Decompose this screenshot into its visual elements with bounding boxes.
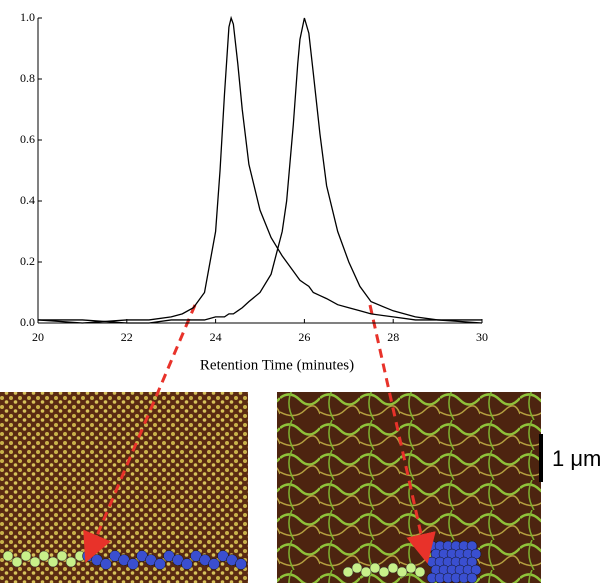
x-tick-label: 20	[32, 330, 44, 344]
polymer-chains	[2, 540, 482, 583]
bead	[127, 558, 139, 570]
bead	[181, 558, 193, 570]
bead	[235, 558, 247, 570]
bead	[387, 562, 399, 574]
bead	[208, 558, 220, 570]
bead	[378, 566, 390, 578]
bead	[47, 556, 59, 568]
x-axis-label: Retention Time (minutes)	[200, 357, 354, 373]
bead	[414, 566, 426, 578]
y-tick-label: 0.8	[20, 71, 35, 85]
x-tick-label: 28	[387, 330, 399, 344]
bead	[29, 556, 41, 568]
y-tick-label: 1.0	[20, 10, 35, 24]
x-tick-label: 24	[210, 330, 222, 344]
bead	[20, 550, 32, 562]
bead	[351, 562, 363, 574]
x-tick-label: 22	[121, 330, 133, 344]
series-line	[38, 17, 482, 324]
y-tick-label: 0.2	[20, 254, 35, 268]
bead	[56, 550, 68, 562]
bead	[405, 562, 417, 574]
bead	[2, 550, 14, 562]
y-tick-label: 0.6	[20, 132, 35, 146]
bead	[11, 556, 23, 568]
afm-image-right	[277, 392, 541, 583]
bead	[369, 562, 381, 574]
series-line	[37, 15, 483, 324]
bead	[396, 566, 408, 578]
bead	[360, 566, 372, 578]
y-tick-label: 0.4	[20, 193, 35, 207]
bead	[38, 550, 50, 562]
afm-image-left	[0, 392, 248, 583]
arrow	[368, 304, 436, 564]
bead	[100, 558, 112, 570]
scale-bar-label: 1 μm	[552, 446, 601, 471]
bead	[342, 566, 354, 578]
x-tick-label: 30	[476, 330, 488, 344]
y-tick-label: 0.0	[20, 315, 35, 329]
bead	[154, 558, 166, 570]
bead	[466, 572, 478, 583]
bead	[65, 556, 77, 568]
x-tick-label: 26	[298, 330, 310, 344]
